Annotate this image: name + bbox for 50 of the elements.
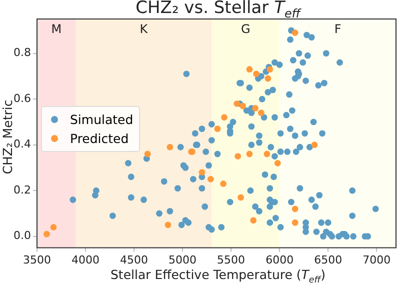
point	[144, 150, 151, 158]
band-label: K	[140, 22, 149, 36]
point	[266, 66, 274, 73]
point	[274, 160, 281, 166]
y-tick-label: 0.8	[14, 46, 31, 60]
point	[164, 222, 172, 228]
x-tick-label: 5500	[217, 253, 246, 266]
point	[264, 75, 272, 82]
y-tick-label: 0.6	[14, 92, 31, 105]
y-tick-label: 0.4	[14, 138, 31, 151]
point	[292, 206, 298, 212]
point	[292, 30, 298, 36]
x-tick-label: 7000	[362, 253, 391, 266]
band-label: F	[334, 22, 342, 36]
point	[50, 224, 57, 230]
x-tick-label: 6500	[314, 253, 342, 266]
point	[214, 126, 221, 132]
x-tick-label: 3500	[23, 253, 51, 266]
y-tick-label: 0.2	[14, 183, 31, 196]
legend-label: Predicted	[70, 131, 129, 146]
x-tick-label: 6000	[266, 253, 294, 266]
band-label: G	[240, 22, 250, 36]
point	[311, 142, 318, 148]
point	[198, 169, 206, 176]
point	[221, 114, 228, 121]
point	[238, 194, 244, 201]
point	[44, 230, 50, 238]
point	[246, 66, 253, 73]
point	[258, 110, 264, 116]
point	[234, 153, 242, 160]
point	[250, 217, 257, 224]
point	[253, 70, 260, 78]
legend-label: Simulated	[70, 112, 134, 128]
band-label: M	[51, 22, 62, 36]
x-tick-label: 5000	[168, 253, 197, 266]
point	[252, 105, 259, 112]
point	[292, 219, 298, 226]
point	[207, 176, 214, 182]
point	[246, 150, 253, 158]
x-tick-label: 4500	[120, 253, 148, 266]
x-tick-label: 4000	[72, 253, 100, 266]
y-tick-label: 0.0	[14, 229, 31, 242]
point	[264, 150, 270, 158]
point	[240, 102, 246, 110]
point	[166, 144, 174, 150]
point	[220, 180, 226, 187]
x-axis-title: Stellar Effective Temperature (T$_{eff}$)	[109, 267, 327, 286]
y-axis-title: CHZ₂ Metric	[0, 100, 15, 174]
chart-title: CHZ₂ vs. Stellar T$_{eff}$	[134, 0, 302, 22]
point	[234, 100, 240, 107]
